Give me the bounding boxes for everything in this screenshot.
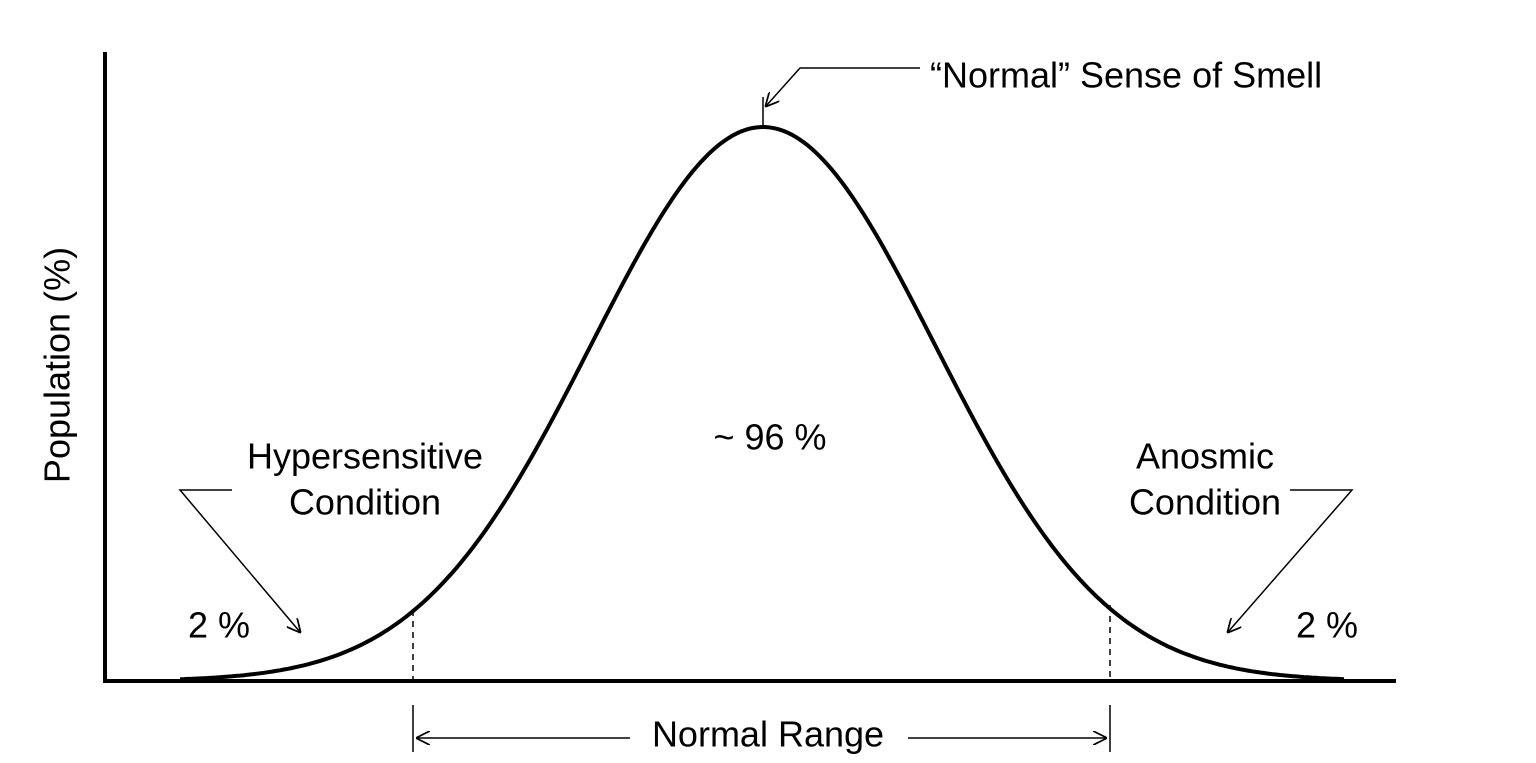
peak-arrow xyxy=(766,67,920,106)
bell-curve xyxy=(179,124,1345,682)
right-arrow xyxy=(1228,489,1354,632)
peak-label: “Normal” Sense of Smell xyxy=(930,55,1322,96)
range-label: Normal Range xyxy=(652,714,884,755)
center-label: ~ 96 % xyxy=(713,417,826,458)
axis-label: Population (%) xyxy=(37,247,78,483)
left-share: 2 % xyxy=(188,605,250,646)
left-arrow xyxy=(178,489,300,632)
right-label: Anosmic xyxy=(1136,436,1274,477)
left-label: Condition xyxy=(289,482,441,523)
left-label: Hypersensitive xyxy=(247,436,483,477)
right-label: Condition xyxy=(1129,482,1281,523)
right-share: 2 % xyxy=(1296,605,1358,646)
